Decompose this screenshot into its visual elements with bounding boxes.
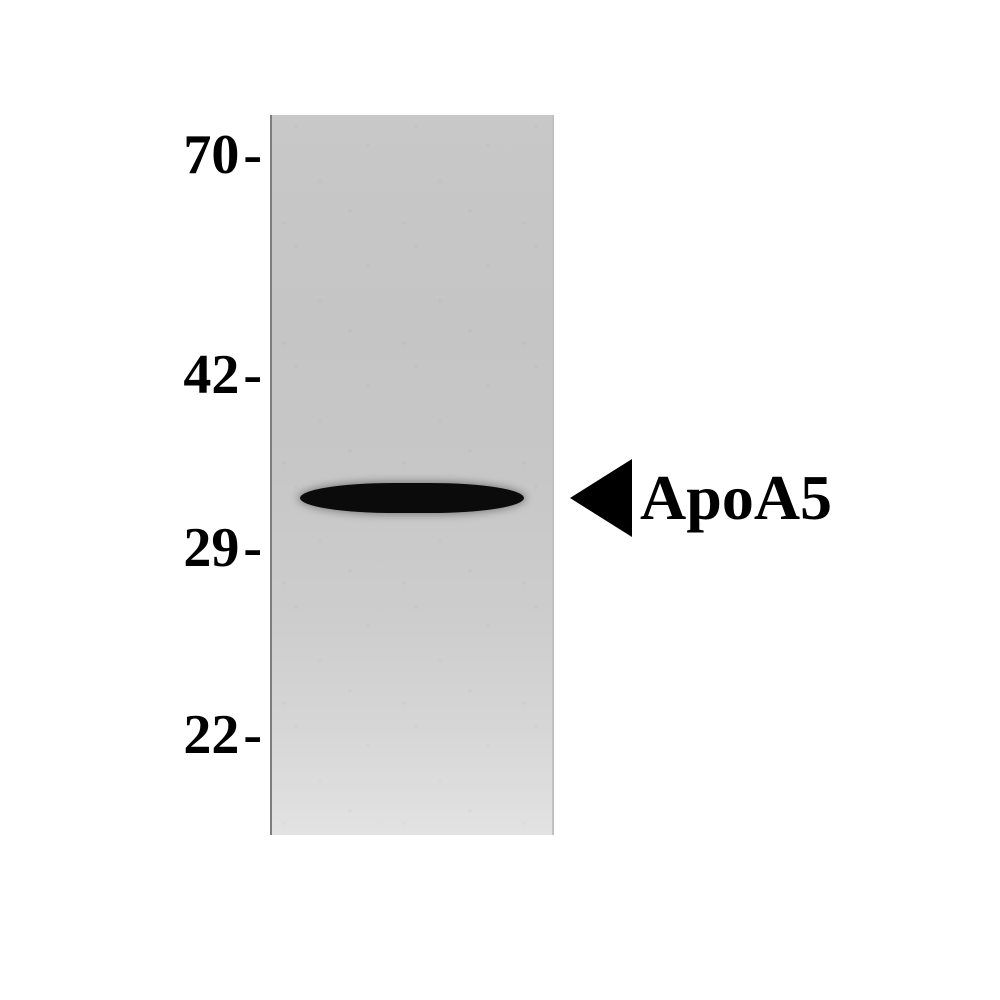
mw-marker-label: 22 <box>183 704 239 766</box>
mw-marker-label: 29 <box>183 517 239 579</box>
arrow-left-icon <box>570 459 632 537</box>
mw-marker-dash: - <box>243 123 262 187</box>
mw-marker-label: 42 <box>183 344 239 406</box>
protein-label: ApoA5 <box>570 459 832 537</box>
figure-canvas: 70- 42- 29- 22- ApoA5 <box>0 0 1000 1000</box>
mw-marker-29: 29- <box>112 516 262 580</box>
mw-marker-dash: - <box>243 343 262 407</box>
blot-lane <box>270 115 554 835</box>
mw-marker-dash: - <box>243 516 262 580</box>
protein-band <box>300 483 524 513</box>
mw-marker-22: 22- <box>112 703 262 767</box>
mw-marker-70: 70- <box>112 123 262 187</box>
mw-marker-dash: - <box>243 703 262 767</box>
mw-marker-label: 70 <box>183 124 239 186</box>
mw-marker-42: 42- <box>112 343 262 407</box>
protein-label-text: ApoA5 <box>640 461 832 535</box>
